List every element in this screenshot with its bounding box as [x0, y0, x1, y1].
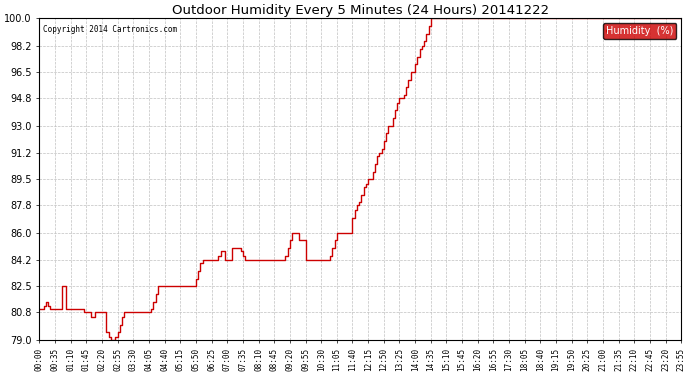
Legend: Humidity  (%): Humidity (%)	[603, 23, 676, 39]
Title: Outdoor Humidity Every 5 Minutes (24 Hours) 20141222: Outdoor Humidity Every 5 Minutes (24 Hou…	[172, 4, 549, 17]
Text: Copyright 2014 Cartronics.com: Copyright 2014 Cartronics.com	[43, 25, 177, 34]
